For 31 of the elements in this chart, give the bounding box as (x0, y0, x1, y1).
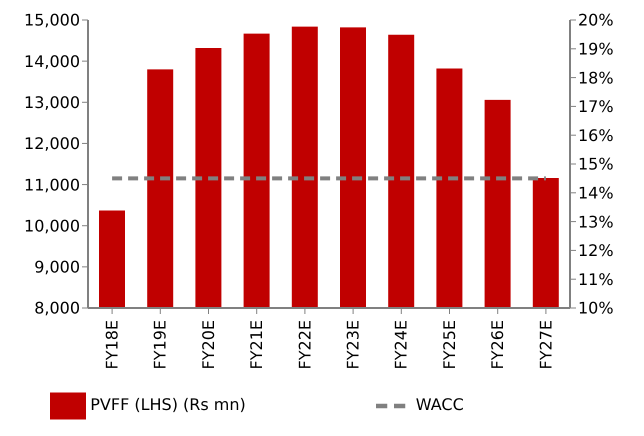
y-tick-label: 9,000 (34, 258, 80, 277)
y2-tick-label: 14% (578, 183, 614, 202)
y-tick-label: 10,000 (24, 216, 80, 236)
x-tick-label: FY19E (150, 320, 170, 370)
x-tick-label: FY20E (198, 320, 218, 370)
y-tick-label: 12,000 (24, 134, 80, 154)
legend-label: PVFF (LHS) (Rs mn) (90, 395, 246, 414)
y-tick-label: 8,000 (34, 298, 80, 318)
x-tick-label: FY24E (392, 320, 411, 370)
x-tick-label: FY26E (488, 320, 508, 370)
x-tick-label: FY18E (102, 320, 122, 370)
x-tick-label: FY27E (536, 320, 556, 370)
y2-tick-label: 16% (578, 126, 614, 145)
y2-tick-label: 20% (578, 10, 614, 30)
y2-tick-label: 13% (578, 212, 614, 232)
x-tick-label: FY25E (440, 320, 459, 370)
y-tick-label: 13,000 (24, 92, 80, 112)
y2-tick-label: 12% (578, 241, 614, 260)
y-tick-label: 14,000 (24, 52, 80, 71)
y2-tick-label: 17% (578, 97, 614, 116)
x-tick-label: FY22E (295, 320, 314, 370)
x-tick-label: FY21E (247, 320, 266, 370)
y-tick-label: 11,000 (24, 175, 80, 194)
y2-tick-label: 15% (578, 154, 614, 174)
y2-tick-label: 19% (578, 39, 614, 58)
legend-label: WACC (416, 395, 464, 414)
x-tick-label: FY23E (343, 320, 362, 370)
y2-tick-label: 10% (578, 298, 614, 318)
y2-tick-label: 18% (578, 68, 614, 88)
y-tick-label: 15,000 (24, 10, 80, 30)
y2-tick-label: 11% (578, 270, 614, 289)
